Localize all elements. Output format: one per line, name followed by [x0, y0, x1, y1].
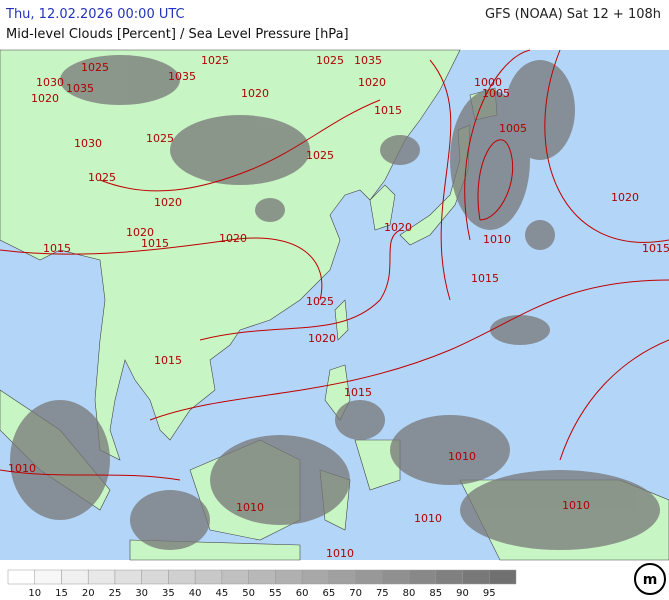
- clouds: [10, 55, 660, 550]
- legend: 10 15 20 25 30 35 40 45 50 55 60 65 70 75 80 85 90 95: [7, 569, 517, 599]
- legend-label: 50: [242, 588, 255, 599]
- legend-label: 75: [376, 588, 389, 599]
- model-run: GFS (NOAA) Sat 12 + 108h: [484, 7, 661, 22]
- legend-swatch: [194, 569, 223, 585]
- isobar-label: 1025: [306, 295, 334, 308]
- legend-swatch: [34, 569, 62, 585]
- legend-label: 30: [135, 588, 148, 599]
- legend-swatch: [275, 569, 303, 585]
- isobar-label: 1025: [146, 132, 174, 145]
- isobar-label: 1015: [154, 354, 182, 367]
- legend-swatch: [114, 569, 142, 585]
- legend-swatch: [61, 569, 89, 585]
- isobar-label: 1000: [474, 76, 502, 89]
- isobar-label: 1010: [562, 499, 590, 512]
- legend-label: 95: [483, 588, 496, 599]
- isobar-label: 1020: [358, 76, 386, 89]
- legend-label: 85: [429, 588, 442, 599]
- isobar-label: 1020: [241, 87, 269, 100]
- isobar-label: 1035: [168, 70, 196, 83]
- legend-swatch: [462, 569, 490, 585]
- isobar-label: 1020: [154, 196, 182, 209]
- isobar-label: 1010: [236, 501, 264, 514]
- isobar-label: 1020: [126, 226, 154, 239]
- legend-label: 65: [322, 588, 335, 599]
- isobar-label: 1035: [354, 54, 382, 67]
- legend-swatch: [301, 569, 330, 585]
- isobar-label: 1020: [384, 221, 412, 234]
- isobar-label: 1020: [31, 92, 59, 105]
- isobar-label: 1015: [141, 237, 169, 250]
- legend-swatch: [168, 569, 196, 585]
- legend-swatch: [355, 569, 383, 585]
- isobar-label: 1030: [36, 76, 64, 89]
- legend-label: 35: [162, 588, 175, 599]
- legend-swatch: [141, 569, 169, 585]
- logo-mark: m: [643, 572, 658, 588]
- legend-label: 10: [28, 588, 41, 599]
- isobar-label: 1030: [74, 137, 102, 150]
- logo: [634, 563, 666, 595]
- isobar-label: 1015: [344, 386, 372, 399]
- legend-label: 25: [109, 588, 122, 599]
- isobar-label: 1010: [483, 233, 511, 246]
- legend-swatch: [435, 569, 463, 585]
- isobar-label: 1010: [326, 547, 354, 560]
- isobar-label: 1025: [306, 149, 334, 162]
- legend-label: 20: [82, 588, 95, 599]
- isobar-label: 1025: [81, 61, 109, 74]
- map-title: Mid-level Clouds [Percent] / Sea Level P…: [6, 27, 349, 42]
- legend-swatch: [7, 569, 35, 585]
- isobar-label: 1025: [201, 54, 229, 67]
- isobar-label: 1010: [414, 512, 442, 525]
- legend-swatch: [221, 569, 249, 585]
- legend-swatch: [248, 569, 276, 585]
- legend-label: 55: [269, 588, 282, 599]
- legend-swatch: [87, 569, 116, 585]
- legend-swatch: [328, 569, 356, 585]
- isobar-label: 1020: [219, 232, 247, 245]
- legend-label: 70: [349, 588, 362, 599]
- legend-label: 15: [55, 588, 68, 599]
- isobar-label: 1020: [308, 332, 336, 345]
- legend-label: 90: [456, 588, 469, 599]
- isobar-label: 1010: [8, 462, 36, 475]
- isobar-label: 1025: [316, 54, 344, 67]
- legend-label: 80: [403, 588, 416, 599]
- datetime: Thu, 12.02.2026 00:00 UTC: [6, 7, 185, 22]
- isobar-label: 1015: [43, 242, 71, 255]
- isobar-label: 1015: [471, 272, 499, 285]
- legend-label: 45: [216, 588, 229, 599]
- isobar-label: 1005: [482, 87, 510, 100]
- isobar-label: 1020: [611, 191, 639, 204]
- isobar-label: 1015: [374, 104, 402, 117]
- legend-swatch: [408, 569, 437, 585]
- legend-label: 60: [296, 588, 309, 599]
- legend-swatch: [382, 569, 410, 585]
- isobars: [0, 49, 669, 481]
- isobar-label: 1010: [448, 450, 476, 463]
- isobar-label: 1025: [88, 171, 116, 184]
- isobar-label: 1015: [642, 242, 669, 255]
- legend-swatch: [489, 569, 517, 585]
- legend-label: 40: [189, 588, 202, 599]
- isobar-label: 1035: [66, 82, 94, 95]
- isobar-label: 1005: [499, 122, 527, 135]
